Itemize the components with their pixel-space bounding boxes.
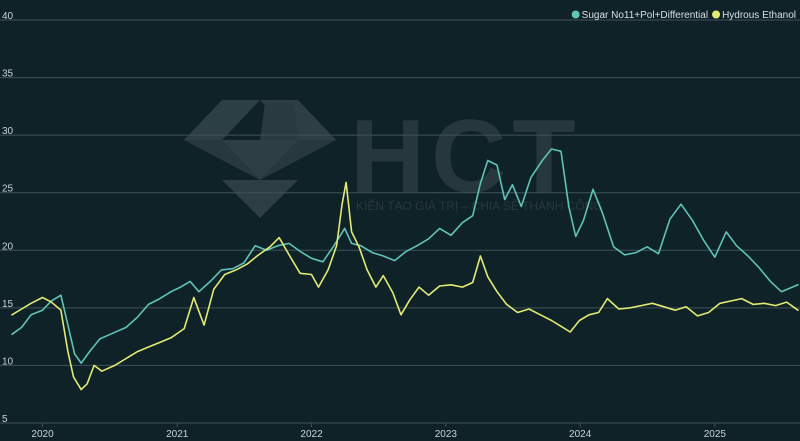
y-tick-label: 10 xyxy=(2,356,14,367)
series-line-1: Hydrous Ethanol xyxy=(11,181,799,391)
x-tick-label: 2024 xyxy=(569,429,592,440)
legend-label-0: Sugar No11+Pol+Differential xyxy=(582,10,708,21)
legend-marker-icon xyxy=(712,10,721,19)
y-tick-label: 40 xyxy=(2,11,14,22)
series-line-0: Sugar No11+Pol+Differential xyxy=(11,148,799,364)
legend: Sugar No11+Pol+Differential Hydrous Ethan… xyxy=(571,10,796,21)
x-tick-label: 2022 xyxy=(300,429,323,440)
x-tick-label: 2025 xyxy=(704,429,727,440)
y-axis-ticks: 5 10 15 20 25 30 35 40 xyxy=(2,11,14,425)
x-tick-label: 2020 xyxy=(31,429,54,440)
x-axis-ticks: 2020 2021 2022 2023 2024 2025 xyxy=(31,423,726,440)
gridlines xyxy=(0,19,800,424)
y-tick-label: 5 xyxy=(2,414,8,425)
legend-label-1: Hydrous Ethanol xyxy=(722,10,796,21)
legend-marker-icon xyxy=(571,10,580,19)
watermark: HCT KIẾN TẠO GIÁ TRỊ – CHIA SẺ THÀNH CÔN… xyxy=(184,99,603,218)
watermark-brand: HCT xyxy=(350,99,582,215)
watermark-tagline: KIẾN TẠO GIÁ TRỊ – CHIA SẺ THÀNH CÔNG xyxy=(356,198,603,213)
x-tick-label: 2021 xyxy=(166,429,189,440)
y-tick-label: 20 xyxy=(2,241,14,252)
y-tick-label: 35 xyxy=(2,69,14,80)
diamond-logo-icon xyxy=(184,100,336,218)
y-tick-label: 30 xyxy=(2,126,14,137)
y-tick-label: 25 xyxy=(2,184,14,195)
x-tick-label: 2023 xyxy=(435,429,458,440)
y-tick-label: 15 xyxy=(2,299,14,310)
